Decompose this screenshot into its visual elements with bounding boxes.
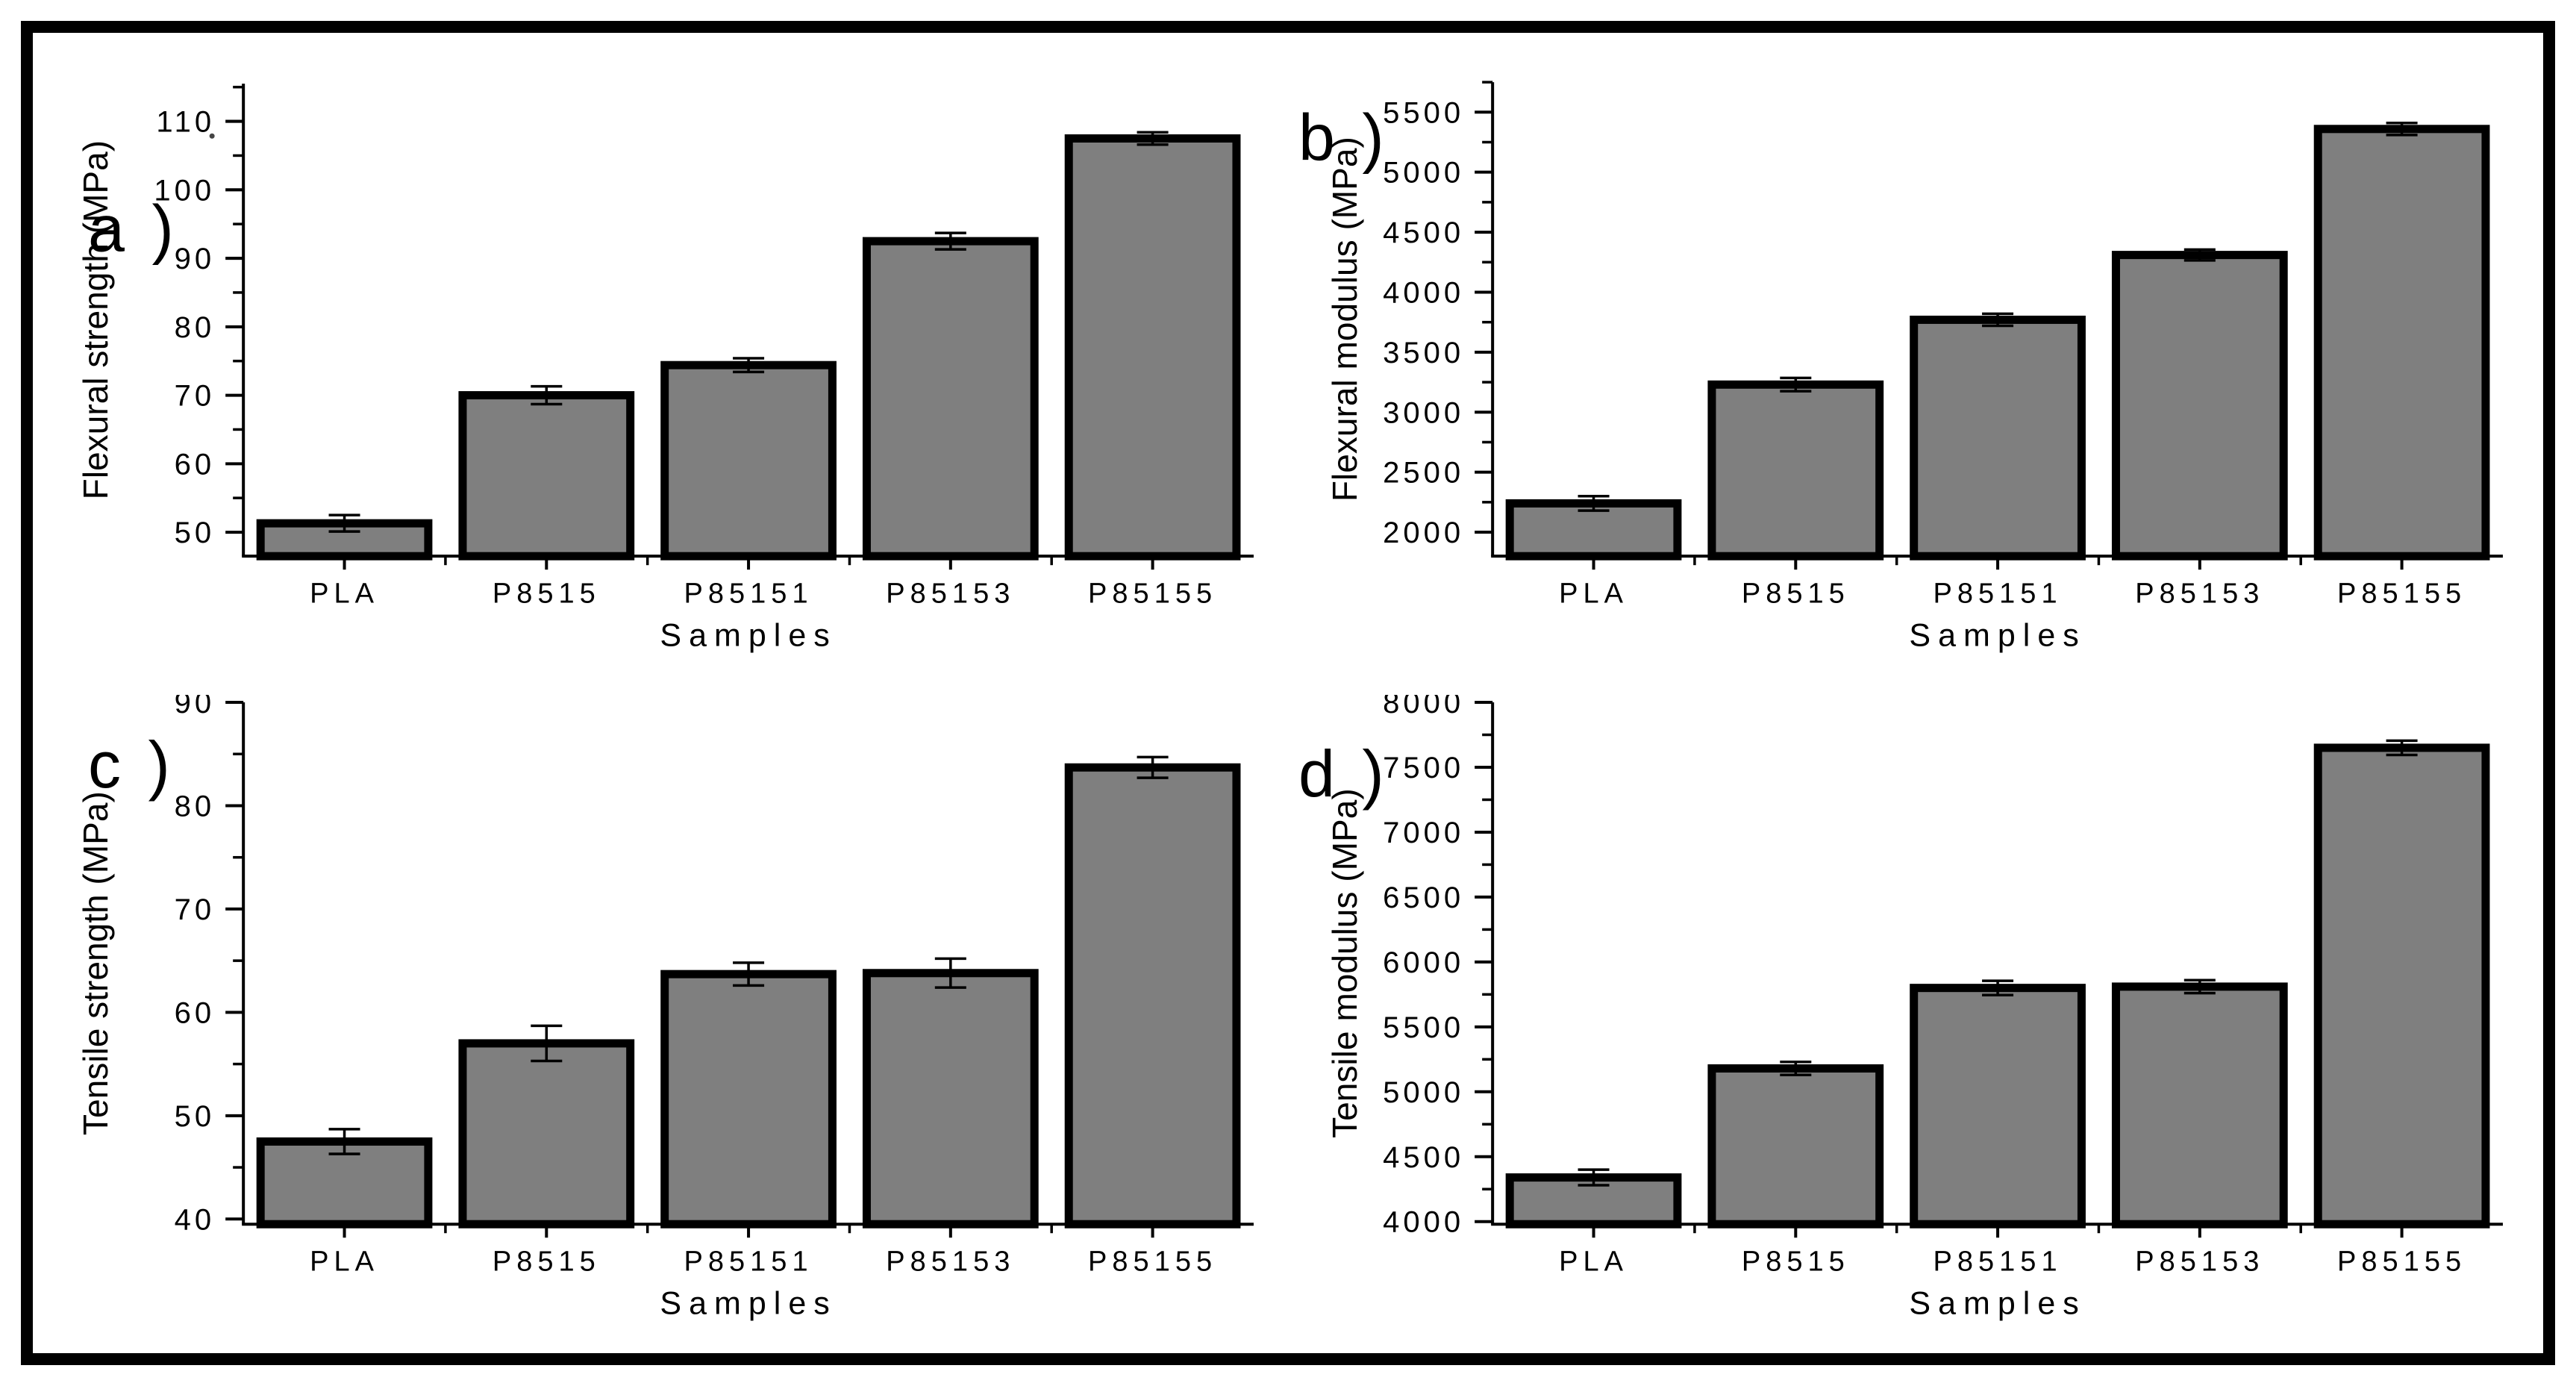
y-tick-label: 4500 (1383, 216, 1464, 249)
bar-P85155 (1064, 763, 1241, 1229)
panel-letter-label: b ) (1298, 100, 1389, 174)
x-category-label: P8515 (493, 578, 601, 609)
y-tick-label: 4000 (1383, 1205, 1464, 1238)
chart-panel-svg: d )Tensile modulus (MPa) 4000 4500 5000 5500… (1298, 695, 2503, 1321)
x-category-label: P85155 (2337, 578, 2466, 609)
x-axis-title: Samples (1909, 1285, 2086, 1321)
panel-a-flexural-strength: a ) Flexural strength (MPa) 50 60 70 80 90 100 1… (40, 40, 1289, 695)
x-category-label: P85153 (886, 578, 1015, 609)
panel-grid: a ) Flexural strength (MPa) 50 60 70 80 90 100 1… (40, 40, 2539, 1349)
panel-c-tensile-strength: c ) Tensile strength (MPa) 40 50 60 70 80 90 PLA… (40, 695, 1289, 1349)
bar-P85151 (1910, 315, 2086, 561)
bar-P8515 (1707, 1064, 1884, 1229)
bar-P8515 (458, 391, 635, 561)
y-tick-label: 8000 (1383, 695, 1464, 719)
bar-P85155 (2313, 743, 2490, 1229)
x-axis-title: Samples (660, 617, 837, 653)
bar-P8515 (458, 1038, 635, 1229)
y-tick-label: 50 (175, 516, 216, 549)
y-axis-title: Tensile modulus (MPa) (1325, 788, 1364, 1138)
y-tick-label: 2000 (1383, 516, 1464, 549)
bar-P85155 (1064, 134, 1241, 561)
y-tick-label: 60 (175, 996, 216, 1029)
y-tick-label: 90 (175, 695, 216, 719)
bar-P85153 (862, 968, 1039, 1229)
panel-letter-label: a ) (88, 191, 178, 265)
y-tick-label: 3500 (1383, 337, 1464, 369)
bar-P85151 (660, 360, 837, 561)
panel-letter-label: d ) (1298, 737, 1389, 811)
y-tick-label: 70 (175, 380, 216, 413)
x-category-label: P8515 (1742, 1246, 1850, 1277)
y-tick-label: 90 (175, 243, 216, 275)
y-tick-label: 5500 (1383, 96, 1464, 129)
bar-P85151 (1910, 983, 2086, 1229)
chart-panel-svg: c )Tensile strength (MPa) 40 50 60 70 80 90 PLA… (76, 695, 1254, 1321)
y-tick-label: 40 (175, 1203, 216, 1236)
x-category-label: PLA (310, 578, 379, 609)
y-axis-title: Flexural modulus (MPa) (1325, 137, 1364, 502)
y-tick-label: 70 (175, 893, 216, 925)
y-tick-label: 80 (175, 790, 216, 822)
chart-panel-svg: a )Flexural strength (MPa) 50 60 70 80 90 100 1… (76, 84, 1254, 653)
y-tick-label: 80 (175, 311, 216, 344)
y-tick-label: 2500 (1383, 457, 1464, 490)
bar-P85155 (2313, 125, 2490, 561)
x-category-label: P8515 (493, 1246, 601, 1277)
y-tick-label: 5000 (1383, 157, 1464, 190)
y-tick-label: 4500 (1383, 1140, 1464, 1173)
y-tick-label: 100 (154, 174, 215, 207)
x-category-label: P85153 (886, 1246, 1015, 1277)
y-axis-title: Flexural strength (MPa) (76, 140, 115, 499)
y-tick-label: 6000 (1383, 946, 1464, 978)
chart-panel-svg: b )Flexural modulus (MPa) 2000 2500 3000 350… (1298, 81, 2503, 653)
x-category-label: PLA (1559, 578, 1628, 609)
bar-P85151 (660, 970, 837, 1229)
x-category-label: P85155 (2337, 1246, 2466, 1277)
y-tick-label: 5500 (1383, 1011, 1464, 1043)
x-category-label: PLA (310, 1246, 379, 1277)
x-category-label: P85155 (1088, 578, 1217, 609)
y-tick-label: 60 (175, 448, 216, 481)
y-tick-label: 7500 (1383, 751, 1464, 784)
x-category-label: P85151 (1933, 578, 2063, 609)
y-tick-label: 50 (175, 1099, 216, 1132)
x-category-label: P85151 (684, 1246, 813, 1277)
x-category-label: P85153 (2135, 578, 2264, 609)
y-axis-title: Tensile strength (MPa) (76, 791, 115, 1135)
x-category-label: PLA (1559, 1246, 1628, 1277)
y-tick-label: 6500 (1383, 881, 1464, 914)
x-category-label: P85153 (2135, 1246, 2264, 1277)
y-tick-label: 5000 (1383, 1076, 1464, 1108)
x-axis-title: Samples (1909, 617, 2086, 653)
stray-dot-artifact (209, 133, 215, 139)
y-tick-label: 3000 (1383, 396, 1464, 429)
x-axis-title: Samples (660, 1285, 837, 1321)
bar-P8515 (1707, 380, 1884, 561)
y-tick-label: 7000 (1383, 816, 1464, 849)
figure-frame: a ) Flexural strength (MPa) 50 60 70 80 90 100 1… (21, 21, 2555, 1365)
bar-P85153 (2111, 251, 2288, 561)
x-category-label: P85151 (684, 578, 813, 609)
x-category-label: P85151 (1933, 1246, 2063, 1277)
x-category-label: P8515 (1742, 578, 1850, 609)
y-tick-label: 110 (156, 106, 215, 139)
y-tick-label: 4000 (1383, 276, 1464, 309)
panel-letter-label: c ) (88, 728, 175, 802)
panel-d-tensile-modulus: d ) Tensile modulus (MPa) 4000 4500 5000 5500… (1289, 695, 2539, 1349)
bar-P85153 (862, 237, 1039, 561)
panel-b-flexural-modulus: b ) Flexural modulus (MPa) 2000 2500 3000 350… (1289, 40, 2539, 695)
x-category-label: P85155 (1088, 1246, 1217, 1277)
bar-P85153 (2111, 981, 2288, 1229)
